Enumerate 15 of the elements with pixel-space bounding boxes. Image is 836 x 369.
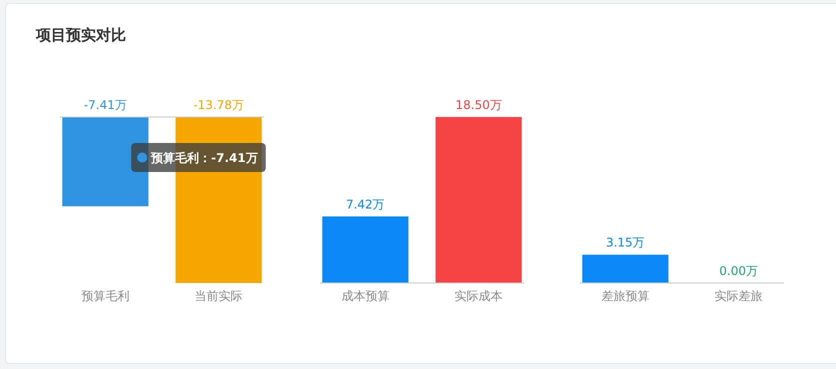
x-tick-label: 实际成本 — [454, 289, 503, 303]
data-label: -7.41万 — [84, 98, 127, 112]
data-label: -13.78万 — [193, 98, 244, 112]
chart-title: 项目预实对比 — [35, 26, 126, 44]
x-tick-label: 实际差旅 — [714, 289, 763, 303]
x-tick-label: 预算毛利 — [81, 289, 130, 303]
data-label: 3.15万 — [606, 236, 645, 250]
tooltip: 预算毛利：-7.41万 — [131, 143, 266, 172]
x-tick-label: 差旅预算 — [601, 289, 650, 303]
data-label: 18.50万 — [455, 98, 502, 112]
data-label: 0.00万 — [719, 264, 758, 278]
x-tick-label: 当前实际 — [194, 289, 243, 303]
annotation: 预算毛利：-7.41万 — [150, 151, 258, 165]
data-label: 7.42万 — [346, 197, 385, 212]
x-tick-label: 成本预算 — [341, 289, 390, 303]
